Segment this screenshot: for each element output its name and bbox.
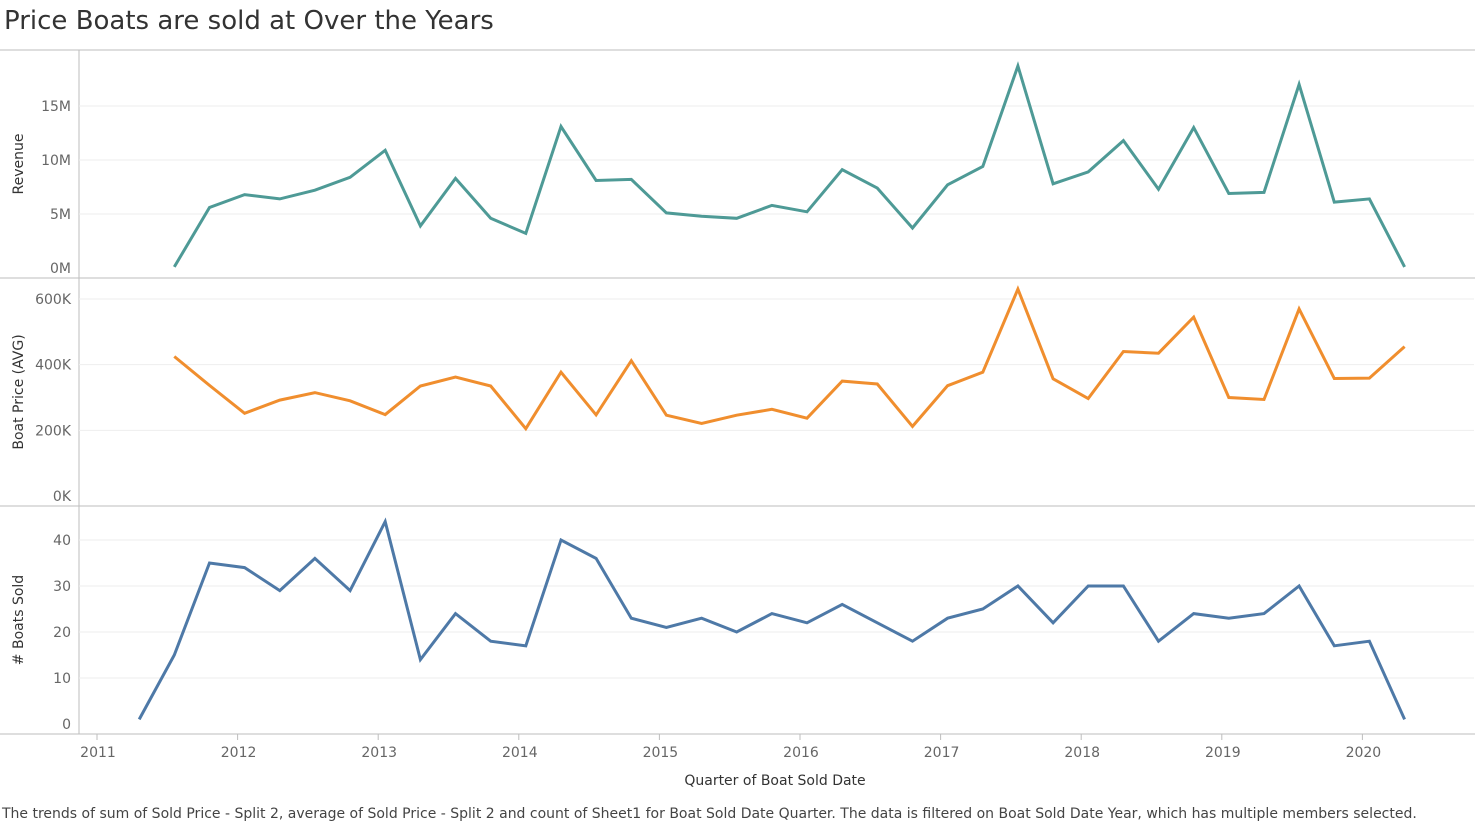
- x-tick-label: 2016: [783, 745, 819, 761]
- chart-caption: The trends of sum of Sold Price - Split …: [2, 806, 1417, 822]
- panel-1: 0M 5M 10M 15M Revenue: [0, 61, 1475, 279]
- panel-3: 0 10 20 30 40 # Boats Sold: [0, 517, 1475, 735]
- y-tick-label: 40: [53, 533, 71, 549]
- x-tick-label: 2013: [361, 745, 397, 761]
- x-tick-label: 2017: [924, 745, 960, 761]
- y-tick-label: 5M: [50, 207, 71, 223]
- chart-title: Price Boats are sold at Over the Years: [4, 6, 494, 36]
- y-axis-label: # Boats Sold: [11, 575, 27, 665]
- x-tick-label: 2014: [502, 745, 538, 761]
- y-axis-label: Boat Price (AVG): [11, 334, 27, 449]
- x-axis-label: Quarter of Boat Sold Date: [684, 773, 865, 789]
- y-tick-label: 200K: [35, 423, 72, 439]
- y-axis-label: Revenue: [11, 134, 27, 195]
- y-tick-label: 30: [53, 579, 71, 595]
- y-tick-label: 600K: [35, 292, 72, 308]
- y-tick-label: 10M: [41, 153, 71, 169]
- y-tick-label: 10: [53, 671, 71, 687]
- x-tick-label: 2011: [80, 745, 116, 761]
- y-tick-label: 20: [53, 625, 71, 641]
- x-tick-label: 2012: [221, 745, 257, 761]
- y-tick-label: 0M: [50, 261, 71, 277]
- x-tick-label: 2020: [1346, 745, 1382, 761]
- x-tick-label: 2015: [643, 745, 679, 761]
- series-line-3: [137, 517, 1406, 721]
- x-tick-label: 2019: [1205, 745, 1241, 761]
- y-tick-label: 15M: [41, 99, 71, 115]
- x-tick-label: 2018: [1064, 745, 1100, 761]
- panel-2: 0K 200K 400K 600K Boat Price (AVG): [0, 285, 1475, 507]
- y-tick-label: 400K: [35, 358, 72, 374]
- series-line-1: [173, 61, 1406, 268]
- y-tick-label: 0: [62, 717, 71, 733]
- y-tick-label: 0K: [53, 489, 72, 505]
- x-axis: 2011 2012 2013 2014 2015 2016 2017 2018 2019 2020…: [80, 734, 1381, 789]
- series-line-2: [173, 285, 1406, 432]
